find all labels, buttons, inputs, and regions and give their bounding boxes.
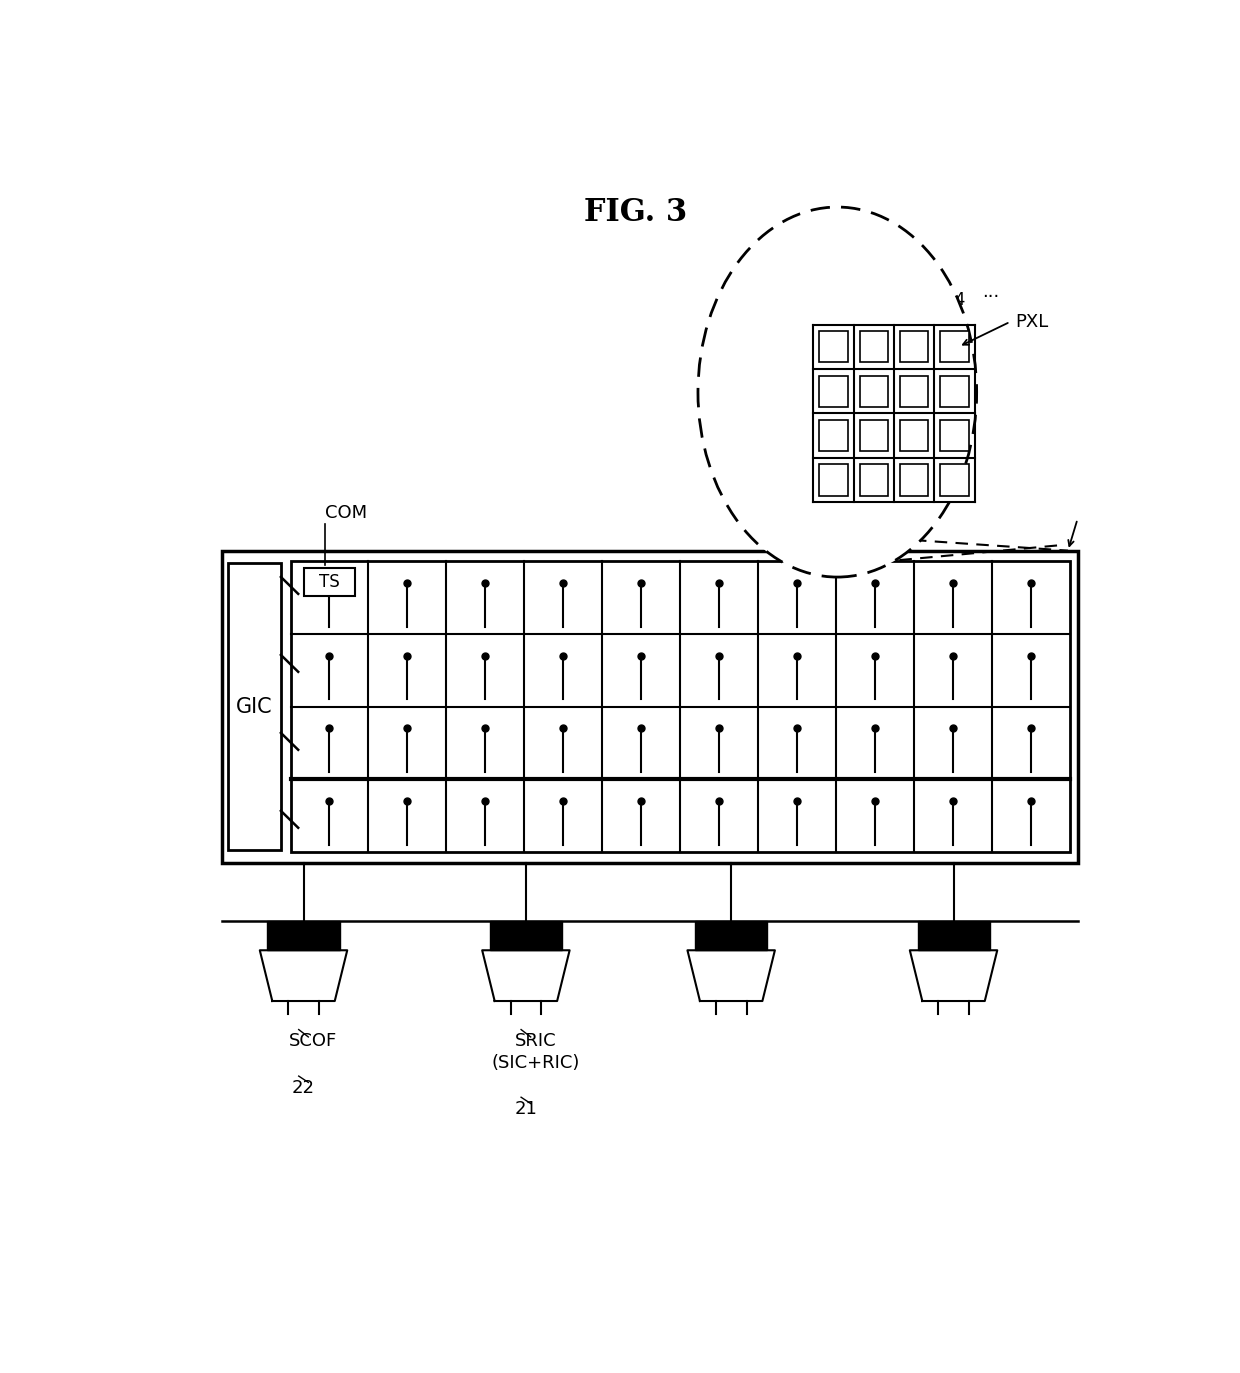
- Bar: [940, 331, 968, 362]
- Bar: [918, 921, 990, 950]
- Bar: [940, 420, 968, 452]
- Bar: [820, 331, 848, 362]
- Text: SCOF: SCOF: [289, 1031, 337, 1050]
- Bar: [268, 921, 340, 950]
- Bar: [304, 568, 355, 596]
- Bar: [696, 921, 768, 950]
- Bar: [222, 551, 1078, 862]
- Text: G4: G4: [782, 471, 806, 489]
- Text: D2: D2: [862, 291, 885, 309]
- Bar: [820, 420, 848, 452]
- Polygon shape: [910, 950, 997, 1001]
- Bar: [859, 464, 888, 496]
- Text: ···: ···: [982, 287, 999, 306]
- Bar: [859, 331, 888, 362]
- Text: ·: ·: [806, 515, 811, 530]
- Bar: [900, 420, 929, 452]
- Text: 22: 22: [293, 1079, 315, 1097]
- Text: ·: ·: [806, 526, 811, 541]
- Text: TS: TS: [319, 574, 340, 592]
- Bar: [859, 420, 888, 452]
- Text: D1: D1: [822, 291, 846, 309]
- Ellipse shape: [698, 207, 977, 577]
- Bar: [859, 376, 888, 406]
- Text: D4: D4: [942, 291, 966, 309]
- Text: PXL: PXL: [1016, 313, 1048, 331]
- Text: G2: G2: [782, 382, 806, 400]
- Text: COM: COM: [325, 504, 367, 522]
- Bar: [940, 376, 968, 406]
- Text: GIC: GIC: [236, 696, 273, 717]
- Bar: [900, 331, 929, 362]
- Bar: [820, 464, 848, 496]
- Polygon shape: [260, 950, 347, 1001]
- Bar: [940, 464, 968, 496]
- Polygon shape: [482, 950, 569, 1001]
- Text: 21: 21: [515, 1100, 537, 1119]
- Bar: [900, 464, 929, 496]
- Bar: [490, 921, 562, 950]
- Bar: [290, 562, 1070, 851]
- Polygon shape: [687, 950, 775, 1001]
- Text: FIG. 3: FIG. 3: [584, 196, 687, 228]
- Text: G1: G1: [782, 338, 806, 356]
- Bar: [820, 376, 848, 406]
- Text: D3: D3: [903, 291, 926, 309]
- Bar: [900, 376, 929, 406]
- Bar: [228, 563, 281, 850]
- Text: ·: ·: [806, 535, 811, 551]
- Text: SRIC
(SIC+RIC): SRIC (SIC+RIC): [491, 1031, 579, 1072]
- Text: G3: G3: [782, 427, 806, 445]
